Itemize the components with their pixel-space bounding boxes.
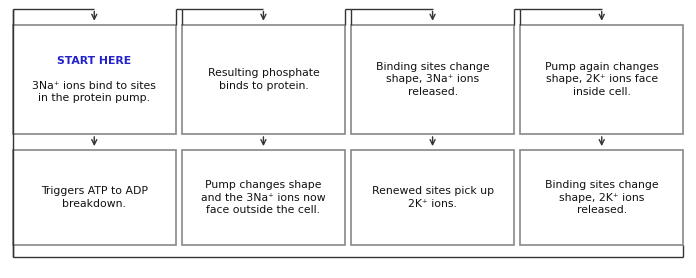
Text: 2K⁺ ions.: 2K⁺ ions. [408,199,457,209]
Bar [520,24,683,134]
Bar [13,150,176,245]
Text: released.: released. [408,87,458,97]
Text: in the protein pump.: in the protein pump. [38,93,150,103]
Text: 3Na⁺ ions bind to sites: 3Na⁺ ions bind to sites [32,81,156,91]
Text: binds to protein.: binds to protein. [219,81,308,91]
Bar [351,24,514,134]
Text: shape, 2K⁺ ions face: shape, 2K⁺ ions face [546,74,658,84]
Text: released.: released. [577,205,627,215]
Bar [520,150,683,245]
Text: face outside the cell.: face outside the cell. [207,205,320,215]
Text: shape, 3Na⁺ ions: shape, 3Na⁺ ions [386,74,479,84]
Bar [351,150,514,245]
Bar [13,24,176,134]
Text: Pump changes shape: Pump changes shape [205,180,322,190]
Text: and the 3Na⁺ ions now: and the 3Na⁺ ions now [201,193,326,203]
Text: Pump again changes: Pump again changes [545,62,658,72]
Text: START HERE: START HERE [57,56,132,66]
Text: shape, 2K⁺ ions: shape, 2K⁺ ions [559,193,644,203]
Bar [182,24,345,134]
Text: breakdown.: breakdown. [63,199,126,209]
Text: Resulting phosphate: Resulting phosphate [207,68,319,78]
Text: inside cell.: inside cell. [573,87,631,97]
Bar [182,150,345,245]
Text: Renewed sites pick up: Renewed sites pick up [372,187,493,197]
Text: Binding sites change: Binding sites change [376,62,489,72]
Text: Binding sites change: Binding sites change [545,180,658,190]
Text: Triggers ATP to ADP: Triggers ATP to ADP [41,187,148,197]
